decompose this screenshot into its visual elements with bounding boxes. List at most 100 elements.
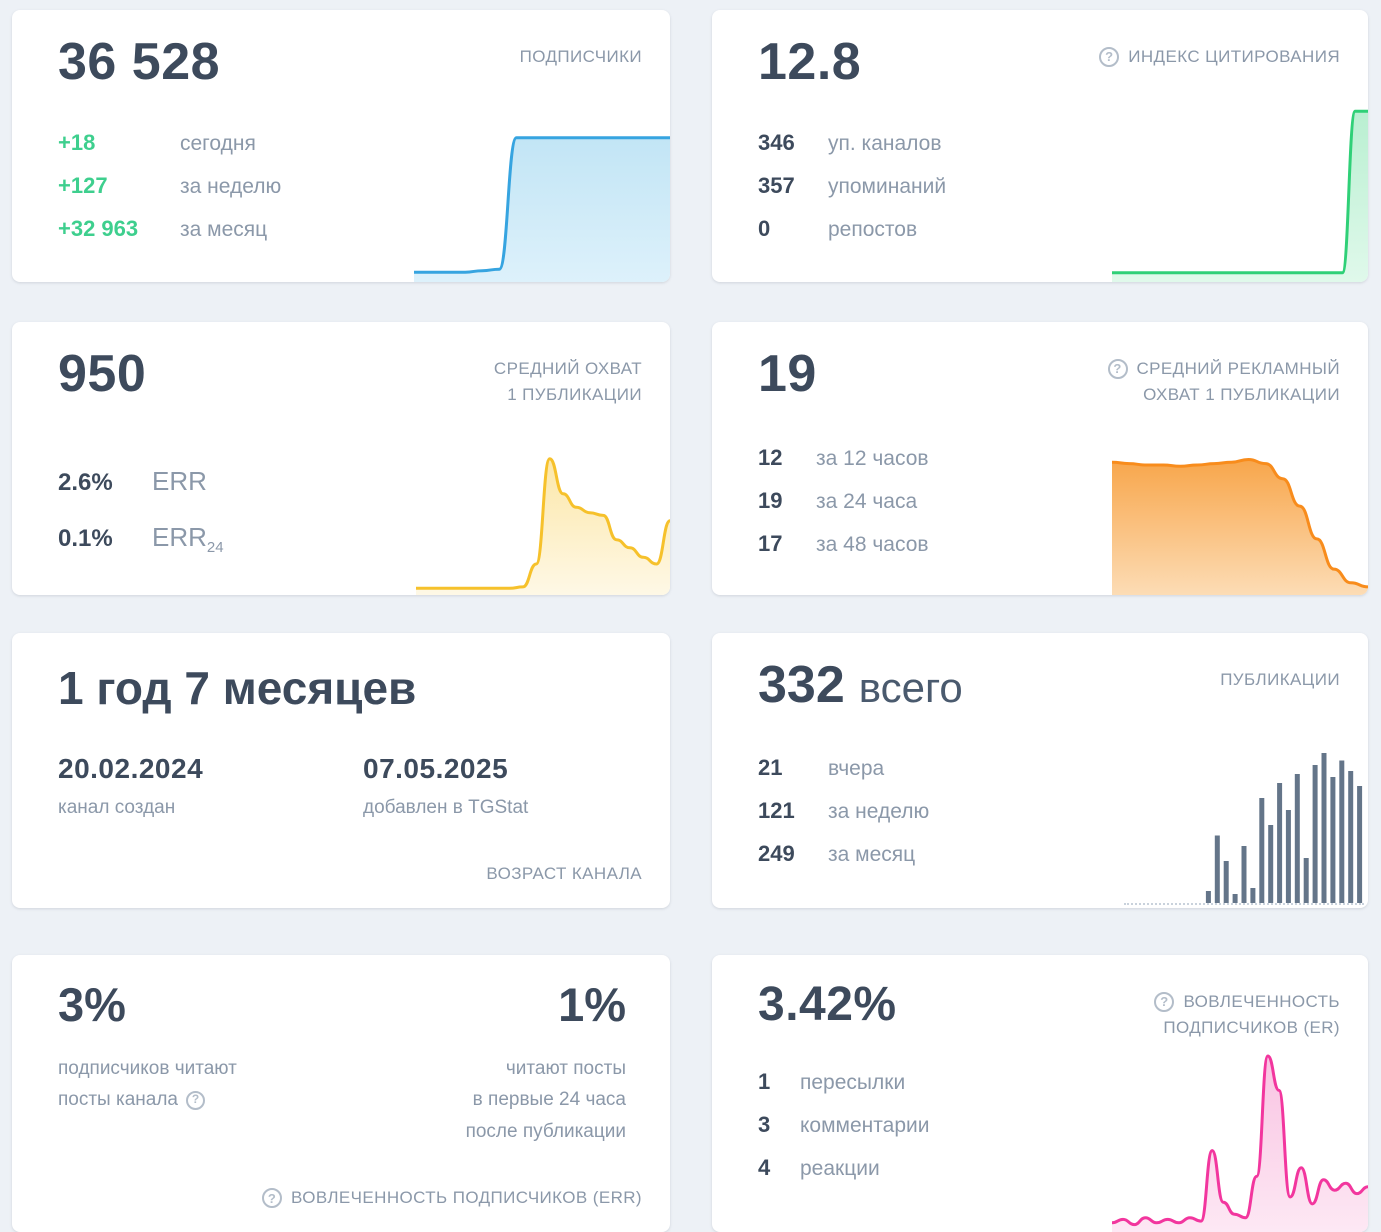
card-average-ad-reach: 19 ? СРЕДНИЙ РЕКЛАМНЫЙ ОХВАТ 1 ПУБЛИКАЦИ… [712, 322, 1368, 595]
stat-label: ERR [152, 466, 207, 496]
card-average-ad-reach-title: ? СРЕДНИЙ РЕКЛАМНЫЙ ОХВАТ 1 ПУБЛИКАЦИИ [1107, 356, 1341, 409]
stat-value: 3 [758, 1112, 771, 1137]
desc-line: в первые 24 часа [472, 1089, 626, 1111]
desc-line: после публикации [465, 1120, 626, 1142]
desc-line: посты канала [58, 1089, 179, 1111]
subscribers-deltas: +18 сегодня +127 за неделю +32 963 за ме… [58, 130, 281, 259]
card-title-text: ИНДЕКС ЦИТИРОВАНИЯ [1128, 47, 1340, 66]
date-label: канал создан [58, 797, 176, 818]
stat-label: за месяц [180, 218, 268, 241]
stat-label: пересылки [800, 1071, 906, 1094]
citation-stats: 346 уп. каналов 357 упоминаний 0 репосто… [758, 130, 946, 259]
err-left-description: подписчиков читают посты канала ? [58, 1053, 237, 1116]
er-sparkline [1112, 1050, 1368, 1232]
stat-row: 12 за 12 часов [758, 445, 929, 471]
err-read-percent: 3% [58, 978, 126, 1031]
stat-value: 4 [758, 1155, 771, 1180]
stat-value: +32 963 [58, 216, 139, 241]
stat-label: за 48 часов [816, 533, 929, 556]
stat-row: 1 пересылки [758, 1069, 929, 1095]
stat-row: 121 за неделю [758, 798, 929, 824]
stat-label: за 24 часа [816, 490, 918, 513]
stat-row: 346 уп. каналов [758, 130, 946, 156]
publications-total: 332 всего [758, 655, 963, 715]
stat-row: +32 963 за месяц [58, 216, 281, 242]
card-publications: 332 всего ПУБЛИКАЦИИ 21 вчера 121 за нед… [712, 633, 1368, 908]
channel-created: 20.02.2024 канал создан [58, 753, 203, 819]
stat-label: комментарии [800, 1114, 930, 1137]
stat-row: 3 комментарии [758, 1112, 929, 1138]
card-title-text: ВОЗРАСТ КАНАЛА [486, 864, 642, 883]
card-engagement-err: 3% 1% подписчиков читают посты канала ? … [12, 955, 670, 1232]
stat-row: 0 репостов [758, 216, 946, 242]
card-title-line: ПОДПИСЧИКОВ (ER) [1163, 1018, 1340, 1038]
publications-count: 332 [758, 656, 845, 714]
card-engagement-er: 3.42% ? ВОВЛЕЧЕННОСТЬ ПОДПИСЧИКОВ (ER) 1… [712, 955, 1368, 1232]
average-reach-value: 950 [58, 345, 147, 403]
stat-value: +18 [58, 130, 96, 155]
publications-suffix: всего [858, 664, 963, 711]
card-average-reach: 950 СРЕДНИЙ ОХВАТ 1 ПУБЛИКАЦИИ 2.6% ERR … [12, 322, 670, 595]
stat-label: упоминаний [828, 175, 947, 198]
card-err-title: ? ВОВЛЕЧЕННОСТЬ ПОДПИСЧИКОВ (ERR) [262, 1188, 642, 1208]
ad-reach-sparkline [1112, 448, 1368, 595]
stat-value: 21 [758, 755, 783, 780]
card-title-text: ВОВЛЕЧЕННОСТЬ ПОДПИСЧИКОВ (ERR) [291, 1188, 642, 1207]
subscribers-count: 36 528 [58, 33, 221, 91]
help-icon[interactable]: ? [1107, 359, 1128, 380]
stat-row: 4 реакции [758, 1155, 929, 1181]
card-average-reach-title: СРЕДНИЙ ОХВАТ 1 ПУБЛИКАЦИИ [494, 356, 642, 409]
channel-age-value: 1 год 7 месяцев [58, 662, 417, 714]
stat-value: 19 [758, 488, 783, 513]
average-ad-reach-value: 19 [758, 345, 817, 403]
desc-line: подписчиков читают [58, 1058, 237, 1079]
date-label: добавлен в TGStat [363, 797, 529, 818]
average-reach-sparkline [416, 450, 670, 595]
stat-row: 0.1% ERR24 [58, 522, 224, 556]
stat-value: 357 [758, 173, 795, 198]
stat-value: 17 [758, 531, 783, 556]
err-right-description: читают посты в первые 24 часа после публ… [466, 1053, 626, 1147]
card-title-line: СРЕДНИЙ РЕКЛАМНЫЙ [1136, 359, 1340, 378]
stat-row: 21 вчера [758, 755, 929, 781]
card-publications-title: ПУБЛИКАЦИИ [1220, 670, 1340, 689]
stat-value: 346 [758, 130, 795, 155]
stat-row: +18 сегодня [58, 130, 281, 156]
stat-value: 1 [758, 1069, 771, 1094]
card-title-line: 1 ПУБЛИКАЦИИ [507, 385, 642, 405]
card-channel-age-title: ВОЗРАСТ КАНАЛА [486, 864, 642, 884]
stat-row: 2.6% ERR [58, 466, 224, 500]
date-value: 20.02.2024 [58, 753, 204, 784]
er-value: 3.42% [758, 978, 897, 1031]
stat-value: 0 [758, 216, 771, 241]
stat-label: реакции [800, 1157, 880, 1180]
help-icon[interactable]: ? [1154, 992, 1175, 1013]
err-stats: 2.6% ERR 0.1% ERR24 [58, 466, 224, 578]
stat-value: 249 [758, 841, 795, 866]
stat-label: сегодня [180, 132, 256, 155]
card-subscribers: 36 528 ПОДПИСЧИКИ +18 сегодня +127 за не… [12, 10, 670, 282]
card-subscribers-title: ПОДПИСЧИКИ [519, 47, 642, 66]
card-title-line: ОХВАТ 1 ПУБЛИКАЦИИ [1143, 385, 1340, 405]
card-citation-index: 12.8 ? ИНДЕКС ЦИТИРОВАНИЯ 346 уп. канало… [712, 10, 1368, 282]
stat-label: репостов [828, 218, 918, 241]
stat-label: за неделю [180, 175, 282, 198]
help-icon[interactable]: ? [1099, 47, 1120, 68]
stat-value: 2.6% [58, 469, 113, 496]
stat-row: 357 упоминаний [758, 173, 946, 199]
stat-label: за неделю [828, 800, 930, 823]
date-value: 07.05.2025 [363, 753, 509, 784]
stat-row: 249 за месяц [758, 841, 929, 867]
desc-line: читают посты [505, 1058, 626, 1079]
card-channel-age: 1 год 7 месяцев 20.02.2024 канал создан … [12, 633, 670, 908]
help-icon[interactable]: ? [262, 1188, 283, 1208]
help-icon[interactable]: ? [186, 1090, 206, 1110]
stat-value: 121 [758, 798, 795, 823]
stat-row: +127 за неделю [58, 173, 281, 199]
err-read-24h-percent: 1% [558, 978, 626, 1031]
card-er-title: ? ВОВЛЕЧЕННОСТЬ ПОДПИСЧИКОВ (ER) [1154, 989, 1340, 1042]
subscribers-sparkline [414, 126, 670, 282]
publications-bar-chart [1124, 747, 1364, 905]
stat-label: за 12 часов [816, 447, 929, 470]
